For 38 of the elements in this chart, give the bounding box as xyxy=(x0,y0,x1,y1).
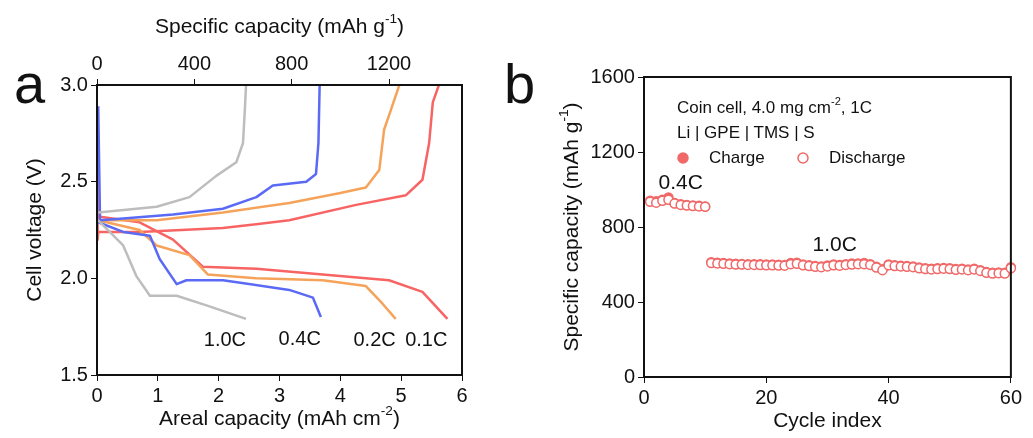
x-tick-label: 0 xyxy=(91,383,103,406)
y-tick-label: 400 xyxy=(601,289,635,312)
y-tick-label: 1.5 xyxy=(60,362,88,385)
x-axis-title: Cycle index xyxy=(773,407,883,431)
series-label: 1.0C xyxy=(203,328,247,351)
x2-tick-label: 800 xyxy=(274,51,309,74)
x-tick-label: 1 xyxy=(152,383,164,406)
x-tick-label: 0 xyxy=(638,385,650,408)
series-label: 0.2C xyxy=(353,328,396,351)
y-axis-title: Cell voltage (V) xyxy=(21,158,45,302)
x2-tick-label: 1200 xyxy=(366,51,412,74)
legend-label: Discharge xyxy=(829,147,906,167)
legend-label: Charge xyxy=(709,147,765,167)
annotation: 1.0C xyxy=(812,231,857,255)
x-tick-label: 2 xyxy=(213,383,225,406)
x2-tick-label: 400 xyxy=(177,51,212,74)
y-tick-label: 2.0 xyxy=(60,265,88,288)
x-tick-label: 3 xyxy=(273,383,286,406)
y-tick-label: 1200 xyxy=(590,139,635,162)
series-label: 0.1C xyxy=(405,328,448,351)
x-tick-label: 20 xyxy=(755,385,778,408)
chart-title: a xyxy=(14,52,46,115)
annotation: Li | GPE | TMS | S xyxy=(677,122,815,142)
y-axis-title: Specific capacity (mAh g-1) xyxy=(556,102,582,352)
annotation: 0.4C xyxy=(658,170,703,194)
y-tick-label: 0 xyxy=(623,364,635,387)
x-tick-label: 4 xyxy=(334,383,346,406)
y-tick-label: 800 xyxy=(601,214,635,237)
y-tick-label: 2.5 xyxy=(60,169,88,192)
chart-title: b xyxy=(504,52,536,115)
y-tick-label: 3.0 xyxy=(60,72,88,95)
x-tick-label: 40 xyxy=(877,385,900,408)
x-tick-label: 60 xyxy=(999,385,1022,408)
series-label: 0.4C xyxy=(278,326,321,349)
y-tick-label: 1600 xyxy=(590,64,635,87)
x2-tick-label: 0 xyxy=(91,51,103,74)
x-tick-label: 5 xyxy=(395,383,407,406)
x-tick-label: 6 xyxy=(456,383,468,406)
